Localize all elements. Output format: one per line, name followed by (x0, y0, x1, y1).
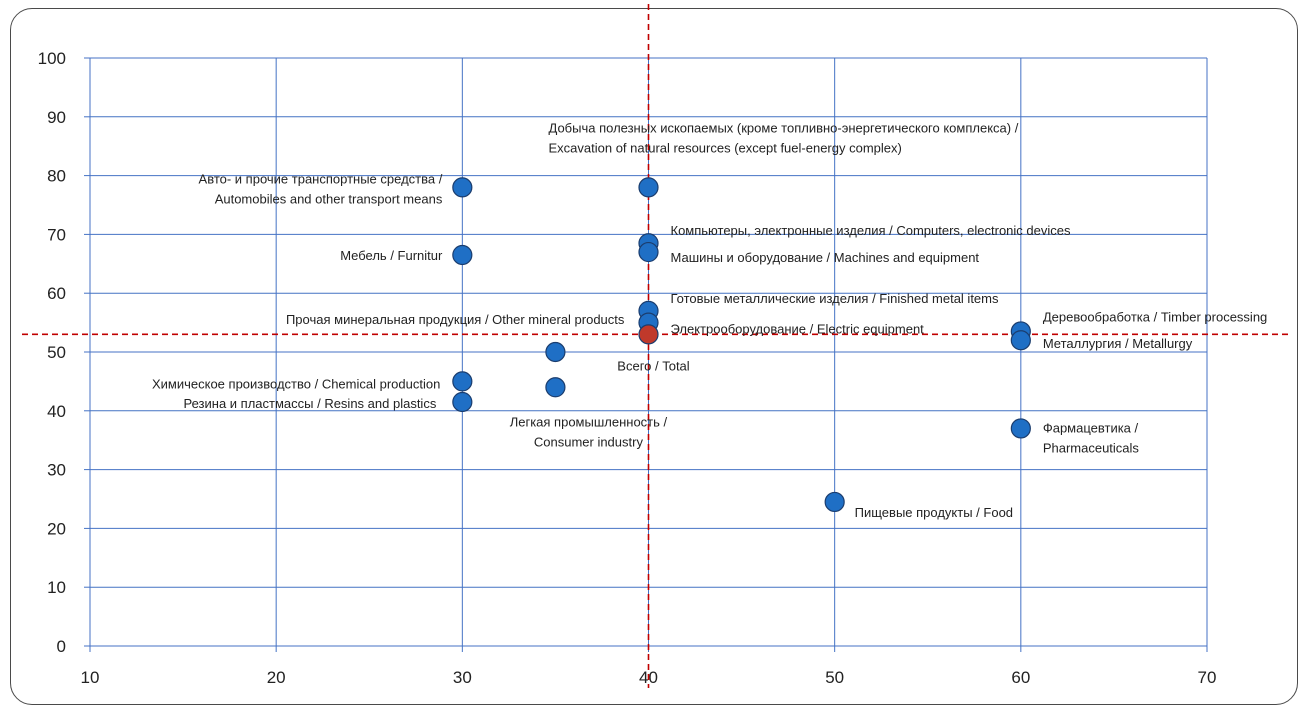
point-label: Электрооборудование / Electric equipment (671, 322, 925, 337)
x-tick-label: 30 (453, 668, 472, 687)
point-label: Деревообработка / Timber processing (1043, 309, 1267, 324)
point-label: Компьютеры, электронные изделия / Comput… (671, 223, 1071, 238)
x-tick-label: 20 (267, 668, 286, 687)
data-point (452, 177, 473, 198)
x-tick-label: 70 (1198, 668, 1217, 687)
point-label: Добыча полезных ископаемых (кроме топлив… (549, 120, 1019, 135)
data-points (452, 177, 1031, 513)
y-tick-label: 100 (38, 49, 66, 68)
data-point (452, 391, 473, 413)
y-tick-label: 40 (47, 402, 66, 421)
y-tick-label: 10 (47, 578, 66, 597)
data-point (452, 371, 473, 392)
point-label: Pharmaceuticals (1043, 440, 1140, 455)
point-label: Automobiles and other transport means (215, 191, 443, 206)
x-tick-label: 50 (825, 668, 844, 687)
chart-frame (10, 8, 1298, 705)
point-label: Мебель / Furnitur (340, 248, 443, 263)
point-label: Прочая минеральная продукция / Other min… (286, 312, 625, 327)
point-label: Фармацевтика / (1043, 420, 1139, 435)
y-tick-label: 80 (47, 167, 66, 186)
data-point (824, 491, 845, 513)
point-label: Авто- и прочие транспортные средства / (199, 171, 443, 186)
point-label: Химическое производство / Chemical produ… (152, 376, 440, 391)
point-label: Металлургия / Metallurgy (1043, 336, 1193, 351)
point-labels: Авто- и прочие транспортные средства / Au… (152, 120, 1267, 520)
data-point (638, 241, 659, 263)
data-point (545, 377, 566, 398)
point-label: Готовые металлические изделия / Finished… (671, 291, 999, 306)
point-label: Легкая промышленность / (510, 414, 668, 429)
y-tick-label: 90 (47, 108, 66, 127)
y-tick-label: 70 (47, 225, 66, 244)
data-point (1010, 418, 1031, 439)
point-label: Excavation of natural resources (except … (549, 140, 902, 155)
point-label: Всего / Total (617, 358, 689, 373)
point-label: Резина и пластмассы / Resins and plastic… (184, 396, 437, 411)
y-tick-label: 20 (47, 519, 66, 538)
data-point (1010, 330, 1031, 351)
data-point (452, 244, 473, 266)
data-point (638, 177, 659, 198)
y-tick-label: 0 (57, 637, 66, 656)
point-label: Пищевые продукты / Food (855, 505, 1013, 520)
point-label: Машины и оборудование / Machines and equ… (671, 250, 980, 265)
y-tick-label: 60 (47, 284, 66, 303)
x-tick-label: 60 (1011, 668, 1030, 687)
total-point (638, 324, 659, 345)
y-tick-label: 50 (47, 343, 66, 362)
data-point (545, 341, 566, 363)
point-label: Consumer industry (534, 434, 644, 449)
y-tick-label: 30 (47, 461, 66, 480)
x-tick-label: 10 (81, 668, 100, 687)
